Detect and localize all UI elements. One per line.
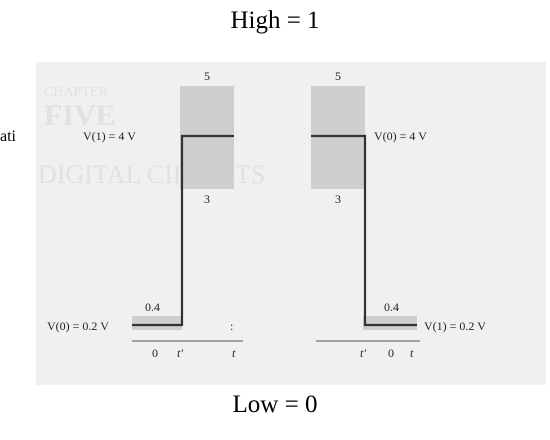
- left-step-waveform: [132, 134, 234, 327]
- left-t-axis-label: t: [232, 346, 236, 360]
- low-level-heading: Low = 0: [232, 391, 318, 418]
- right-low-tolerance-band: [363, 316, 417, 330]
- left-low-band-label: 0.4: [145, 300, 160, 314]
- left-t-zero-label: 0: [152, 346, 158, 360]
- right-band-bottom-label: 3: [335, 192, 341, 206]
- left-high-voltage-label: V(1) = 4 V: [83, 129, 136, 143]
- left-band-top-label: 5: [204, 69, 210, 83]
- right-high-voltage-label: V(0) = 4 V: [374, 129, 427, 143]
- right-low-voltage-label: V(1) = 0.2 V: [424, 319, 486, 333]
- scanned-figure-panel: [36, 62, 546, 385]
- left-low-tolerance-band: [132, 316, 182, 330]
- background-chapter-word: CHAPTER: [44, 85, 108, 100]
- clipped-side-text: ati: [0, 128, 16, 145]
- background-chapter-number: FIVE: [44, 99, 116, 132]
- right-t-switch-label: t': [360, 346, 366, 360]
- right-band-top-label: 5: [335, 69, 341, 83]
- left-low-voltage-label: V(0) = 0.2 V: [47, 319, 109, 333]
- right-step-waveform: [311, 134, 417, 327]
- right-t-axis-label: t: [410, 346, 414, 360]
- left-high-tolerance-band: [180, 86, 234, 189]
- high-level-heading: High = 1: [230, 7, 320, 34]
- left-small-mark: :: [230, 319, 233, 333]
- right-low-band-label: 0.4: [384, 300, 399, 314]
- right-t-zero-label: 0: [388, 346, 394, 360]
- left-band-bottom-label: 3: [204, 192, 210, 206]
- right-high-tolerance-band: [311, 86, 365, 189]
- left-t-switch-label: t': [177, 346, 183, 360]
